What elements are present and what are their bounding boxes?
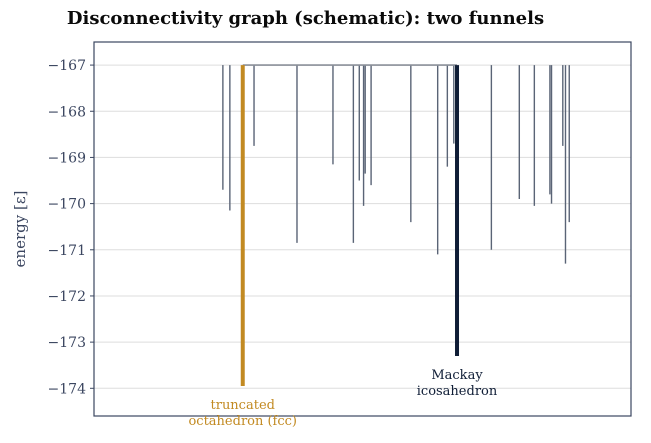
funnel-label-line: octahedron (fcc)	[188, 414, 297, 429]
funnel-annotations: truncated octahedron (fcc) Mackay icosahedr…	[188, 368, 497, 429]
y-tick-label: −171	[48, 243, 86, 259]
plot-frame	[93, 41, 632, 417]
funnel-label: truncated octahedron (fcc)	[188, 398, 297, 429]
y-tick-label: −174	[48, 381, 87, 397]
funnel-label-line: icosahedron	[417, 384, 498, 399]
y-tick-label: −172	[48, 289, 86, 305]
y-axis-label: energy [ε]	[11, 191, 29, 268]
y-tick-label: −169	[48, 150, 86, 166]
y-ticks: −167 −168 −169 −170 −171 −172 −173 −174	[48, 58, 94, 397]
y-tick-label: −167	[48, 58, 86, 74]
y-tick-label: −168	[48, 104, 86, 120]
minima-lines	[222, 65, 570, 264]
funnel-lines	[240, 65, 460, 386]
funnel-label: Mackay icosahedron	[417, 368, 498, 399]
y-tick-label: −173	[48, 335, 86, 351]
chart-title: Disconnectivity graph (schematic): two f…	[66, 8, 545, 29]
funnel-label-line: Mackay	[431, 368, 483, 383]
y-tick-label: −170	[48, 197, 86, 213]
funnel-label-line: truncated	[211, 398, 275, 413]
